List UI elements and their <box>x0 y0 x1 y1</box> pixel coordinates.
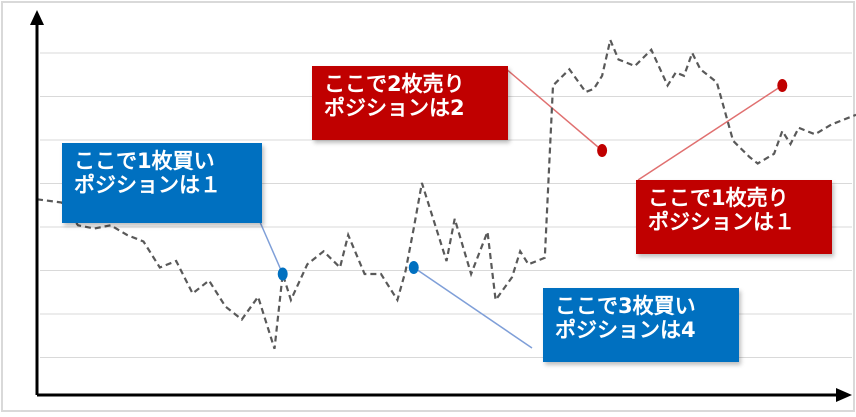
callout-connector <box>504 67 603 152</box>
buy-marker <box>277 267 288 281</box>
callout-text: ポジションは4 <box>555 318 696 342</box>
callout-text: ここで3枚買い <box>555 294 696 318</box>
buy-marker <box>408 261 419 274</box>
callout-text: ここで2枚売り <box>324 72 465 96</box>
x-axis-arrow <box>836 388 852 402</box>
callout-connector <box>259 221 284 275</box>
sell-marker <box>597 144 608 157</box>
axes <box>30 10 852 402</box>
callout-text: ポジションは１ <box>74 173 221 197</box>
callout-connector <box>413 266 533 349</box>
callout-text: ここで1枚買い <box>74 149 215 173</box>
callout-sell-2: ここで2枚売り ポジションは2 <box>312 66 508 140</box>
sell-marker <box>777 79 788 92</box>
callout-sell-1: ここで1枚売り ポジションは１ <box>636 180 832 254</box>
trade-markers <box>277 79 788 281</box>
price-line <box>36 36 856 350</box>
callout-text: ポジションは１ <box>648 210 795 234</box>
y-axis-arrow <box>30 10 44 25</box>
callout-text: ここで1枚売り <box>648 186 789 210</box>
callout-connectors <box>259 67 783 349</box>
callout-buy-1: ここで1枚買い ポジションは１ <box>62 143 262 223</box>
callout-connector <box>637 84 783 181</box>
callout-text: ポジションは2 <box>324 96 465 120</box>
callout-buy-3: ここで3枚買い ポジションは4 <box>543 288 739 362</box>
